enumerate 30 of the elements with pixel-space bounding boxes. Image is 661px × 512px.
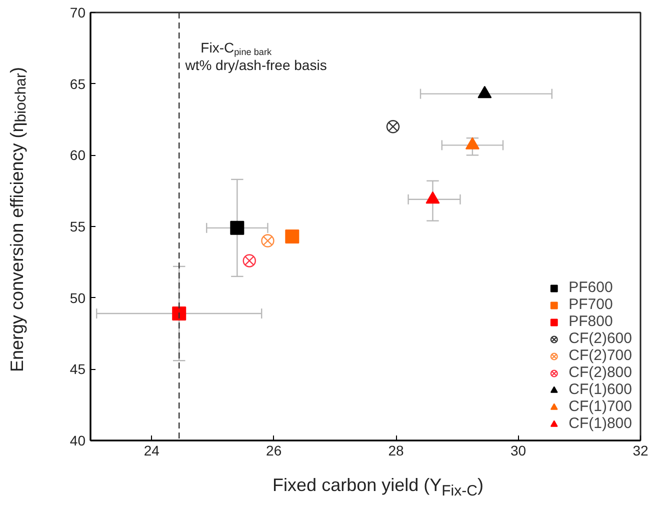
point: [478, 86, 492, 98]
legend-label: PF800: [568, 313, 613, 330]
y-tick-label: 45: [70, 361, 86, 378]
point: [230, 220, 244, 235]
x-tick-label: 26: [266, 442, 282, 458]
legend-label: CF(1)800: [568, 415, 632, 432]
legend-label: PF700: [568, 296, 613, 313]
point: [426, 191, 440, 204]
legend-label: PF600: [568, 279, 613, 296]
y-tick-label: 70: [70, 4, 86, 20]
y-tick-label: 40: [70, 432, 86, 448]
point: [172, 306, 186, 321]
legend-label: CF(1)600: [568, 381, 632, 398]
point: [242, 254, 256, 268]
point: [465, 137, 480, 150]
x-tick-label: 24: [144, 442, 160, 458]
x-axis-title: Fixed carbon yield (Y$_{Fix-C}$): [272, 474, 484, 502]
y-tick-label: 50: [70, 290, 86, 306]
legend-label: CF(1)700: [568, 398, 632, 415]
x-tick-label: 30: [510, 442, 526, 458]
legend-label: CF(2)800: [568, 364, 632, 381]
legend-label: CF(2)700: [568, 347, 632, 364]
point: [285, 229, 300, 244]
x-tick-label: 28: [388, 442, 404, 458]
y-tick-label: 65: [70, 76, 86, 92]
y-tick-label: 55: [70, 218, 86, 234]
x-tick-label: 32: [632, 442, 648, 458]
point: [261, 234, 274, 248]
y-tick-label: 60: [70, 147, 86, 164]
legend-label: CF(2)600: [568, 330, 632, 347]
